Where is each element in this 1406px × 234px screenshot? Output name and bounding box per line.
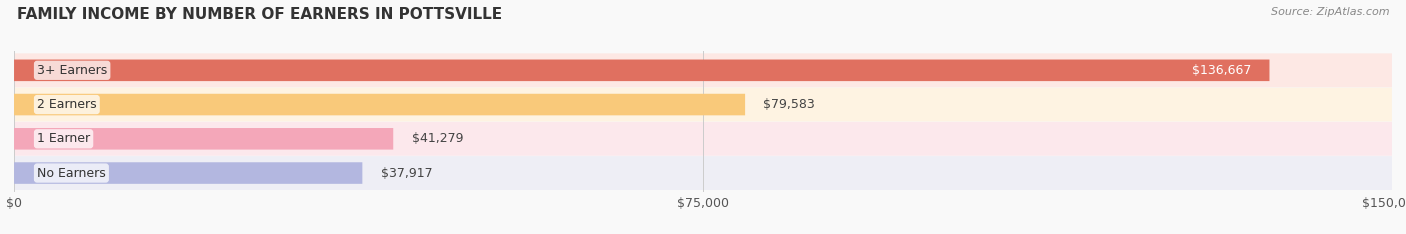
FancyBboxPatch shape: [14, 88, 1392, 121]
FancyBboxPatch shape: [14, 128, 394, 150]
Text: 3+ Earners: 3+ Earners: [37, 64, 107, 77]
FancyBboxPatch shape: [14, 156, 1392, 190]
FancyBboxPatch shape: [14, 122, 1392, 156]
Text: No Earners: No Earners: [37, 167, 105, 179]
Text: FAMILY INCOME BY NUMBER OF EARNERS IN POTTSVILLE: FAMILY INCOME BY NUMBER OF EARNERS IN PO…: [17, 7, 502, 22]
Text: $136,667: $136,667: [1192, 64, 1251, 77]
Text: 1 Earner: 1 Earner: [37, 132, 90, 145]
Text: $79,583: $79,583: [763, 98, 815, 111]
Text: Source: ZipAtlas.com: Source: ZipAtlas.com: [1271, 7, 1389, 17]
Text: $41,279: $41,279: [412, 132, 463, 145]
FancyBboxPatch shape: [14, 162, 363, 184]
FancyBboxPatch shape: [14, 53, 1392, 87]
FancyBboxPatch shape: [14, 94, 745, 115]
Text: $37,917: $37,917: [381, 167, 433, 179]
Text: 2 Earners: 2 Earners: [37, 98, 97, 111]
FancyBboxPatch shape: [14, 59, 1270, 81]
